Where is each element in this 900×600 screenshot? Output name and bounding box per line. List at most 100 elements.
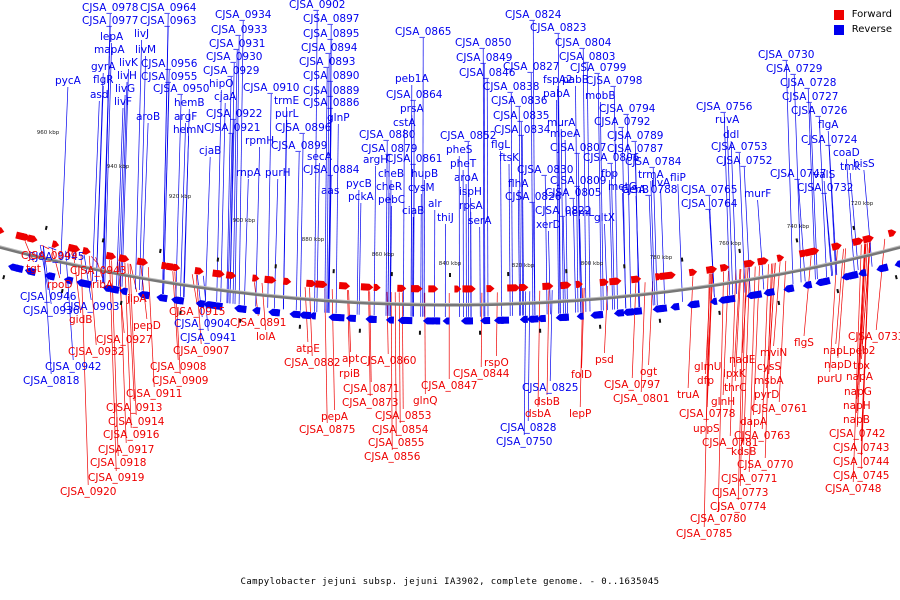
reverse-gene-label-pcka: pckA (348, 191, 375, 203)
reverse-gene-label-cjsa_0955: CJSA_0955 (141, 71, 197, 83)
feature-mark-30 (738, 248, 741, 254)
forward-leader-line-3 (51, 247, 61, 279)
reverse-gene-label-cjsa_0825: CJSA_0825 (522, 382, 578, 394)
forward-gene-arrow-30 (252, 274, 260, 282)
reverse-gene-arrow-100 (710, 297, 718, 306)
reverse-gene-label-cjsa_0809: CJSA_0809 (550, 175, 606, 187)
tick-label-760-kbp: 760 kbp (719, 241, 742, 247)
forward-gene-arrow-50 (512, 284, 520, 292)
reverse-leader-line-21 (180, 122, 186, 297)
reverse-gene-label-cher: cheR (376, 181, 402, 193)
reverse-leader-line-18 (175, 94, 182, 297)
forward-gene-label-rspo: rspO (484, 357, 509, 369)
genome-backbone (0, 245, 900, 307)
forward-leader-line-54 (729, 269, 737, 437)
forward-leader-line-56 (733, 269, 741, 368)
forward-gene-label-cjsa_0875: CJSA_0875 (299, 424, 355, 436)
reverse-gene-label-cjsa_0899: CJSA_0899 (271, 140, 327, 152)
reverse-gene-arrow-107 (763, 288, 775, 297)
reverse-gene-arrow-114 (820, 277, 831, 286)
reverse-gene-label-thij: thiJ (437, 212, 454, 224)
reverse-leader-line-29 (216, 89, 222, 302)
reverse-gene-label-cjsa_0950: CJSA_0950 (153, 83, 209, 95)
forward-gene-label-mvin: mviN (760, 347, 787, 359)
forward-gene-arrow-34 (306, 279, 317, 288)
reverse-gene-label-peb1a: peb1A (395, 73, 429, 85)
reverse-leader-line-59 (410, 84, 413, 317)
reverse-gene-label-cjsa_0753: CJSA_0753 (711, 141, 767, 153)
reverse-leader-line-68 (420, 193, 422, 317)
forward-gene-label-cjsa_0844: CJSA_0844 (453, 368, 510, 380)
reverse-gene-label-flgr: flgR (93, 74, 114, 86)
reverse-gene-label-cjsa_0836: CJSA_0836 (491, 95, 548, 107)
reverse-leader-line-89 (517, 189, 520, 316)
tick-label-720-kbp: 720 kbp (851, 201, 874, 207)
reverse-gene-label-sera: serA (468, 215, 492, 227)
reverse-leader-line-105 (626, 114, 632, 308)
reverse-gene-label-cjsa_0942: CJSA_0942 (45, 361, 101, 373)
reverse-leader-line-142 (823, 180, 832, 277)
reverse-gene-label-mura: murA (547, 117, 576, 129)
reverse-leader-line-70 (482, 48, 485, 317)
forward-leader-line-35 (394, 292, 397, 437)
reverse-leader-line-51 (387, 154, 390, 316)
reverse-gene-arrow-52 (289, 310, 301, 319)
reverse-gene-label-cjsa_0946: CJSA_0946 (20, 291, 77, 303)
forward-gene-arrow-18 (82, 247, 91, 255)
forward-leader-line-3 (83, 254, 92, 301)
reverse-leader-line-30 (220, 102, 226, 303)
forward-leader-line-9 (527, 291, 531, 422)
reverse-gene-label-tmk: tmk (840, 161, 861, 173)
reverse-gene-arrow-92 (630, 307, 643, 315)
forward-gene-arrow-70 (776, 254, 785, 262)
reverse-gene-label-prsa: prsA (400, 103, 424, 115)
reverse-gene-label-flga: flgA (818, 119, 839, 131)
forward-gene-arrow-78 (887, 229, 897, 238)
reverse-gene-arrow-51 (270, 308, 281, 317)
tick-label-920-kbp: 920 kbp (169, 194, 192, 200)
reverse-leader-line-102 (557, 85, 561, 314)
reverse-gene-label-fbp: fbp (601, 168, 618, 180)
forward-gene-arrow-39 (363, 283, 374, 291)
forward-gene-label-cjsa_0909: CJSA_0909 (152, 375, 208, 387)
reverse-leader-line-42 (328, 24, 332, 313)
forward-gene-label-cjsa_0761: CJSA_0761 (751, 403, 807, 415)
forward-leader-line-64 (717, 271, 724, 513)
forward-leader-line-1 (24, 241, 34, 263)
reverse-gene-label-cjsa_0852: CJSA_0852 (440, 130, 496, 142)
reverse-gene-label-argf: argF (174, 111, 197, 123)
reverse-gene-label-cjsa_0903: CJSA_0903 (63, 301, 119, 313)
reverse-gene-arrow-33 (119, 287, 128, 296)
reverse-gene-label-coad: coaD (833, 147, 860, 159)
reverse-gene-arrow-96 (670, 302, 680, 311)
reverse-gene-label-gltx: gltX (594, 212, 615, 224)
reverse-gene-label-ciab: ciaB (402, 205, 424, 217)
reverse-leader-line-83 (518, 106, 521, 316)
forward-leader-line-23 (261, 282, 267, 331)
reverse-gene-label-cjsa_0794: CJSA_0794 (599, 103, 656, 115)
forward-leader-line-5 (72, 252, 82, 314)
tick-label-800-kbp: 800 kbp (581, 261, 604, 267)
reverse-gene-arrow-118 (858, 268, 867, 277)
reverse-gene-arrow-66 (403, 316, 413, 325)
reverse-leader-line-28 (226, 76, 232, 304)
feature-mark-28 (680, 257, 684, 262)
forward-gene-label-dsba: dsbA (525, 408, 552, 420)
reverse-gene-label-cjsa_0818: CJSA_0818 (23, 375, 79, 387)
reverse-gene-label-cjsa_0727: CJSA_0727 (782, 91, 838, 103)
reverse-gene-arrow-29 (81, 280, 92, 289)
forward-gene-label-cjsa_0917: CJSA_0917 (98, 444, 154, 456)
reverse-gene-label-cjsa_0897: CJSA_0897 (303, 13, 359, 25)
reverse-gene-label-cjaa: cjaA (214, 91, 237, 103)
reverse-gene-label-cjsa_0921: CJSA_0921 (204, 122, 260, 134)
forward-gene-label-glnh: glnH (711, 396, 735, 408)
reverse-gene-label-cjsa_0890: CJSA_0890 (303, 70, 359, 82)
reverse-gene-arrow-36 (140, 291, 150, 300)
genome-caption: Campylobacter jejuni subsp. jejuni IA390… (240, 577, 660, 587)
reverse-gene-label-lepa: lepA (100, 31, 124, 43)
forward-gene-label-kdsb: kdsB (731, 446, 756, 458)
reverse-gene-arrow-41 (195, 300, 206, 308)
legend-entry-forward: Forward (833, 7, 892, 22)
reverse-gene-arrow-74 (480, 317, 491, 325)
